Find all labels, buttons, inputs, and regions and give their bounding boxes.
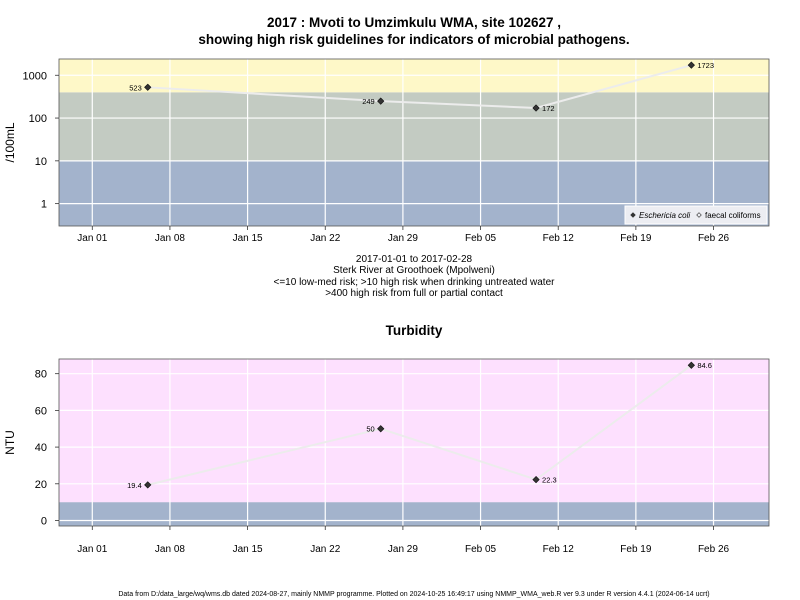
x-tick-label: Jan 29 — [388, 544, 418, 555]
caption-line-contact-risk: >400 high risk from full or partial cont… — [325, 288, 503, 299]
data-label: 1723 — [697, 61, 714, 70]
y-tick-label: 0 — [41, 515, 47, 527]
x-tick-label: Feb 05 — [465, 233, 497, 244]
plot-frame — [58, 358, 770, 527]
data-point — [377, 425, 385, 433]
x-tick-label: Jan 01 — [77, 544, 107, 555]
x-tick-label: Jan 08 — [155, 233, 185, 244]
data-label: 50 — [366, 425, 374, 434]
y-tick-label: 100 — [29, 113, 47, 125]
y-tick-label: 40 — [35, 442, 47, 454]
x-tick-label: Jan 15 — [233, 544, 263, 555]
risk-band-1 — [59, 92, 769, 161]
y-axis-label: /100mL — [3, 122, 17, 162]
turbidity-chart-title: Turbidity — [386, 323, 443, 338]
data-label: 523 — [129, 83, 142, 92]
y-axis-label: NTU — [3, 430, 17, 455]
x-tick-label: Feb 26 — [698, 544, 730, 555]
legend-marker — [696, 212, 702, 218]
data-label: 84.6 — [697, 361, 712, 370]
chart-caption: 2017-01-01 to 2017-02-28 Sterk River at … — [274, 254, 556, 299]
data-label: 172 — [542, 104, 555, 113]
legend-box — [624, 205, 768, 225]
data-point — [687, 61, 695, 69]
series-line — [147, 364, 692, 486]
legend-marker — [630, 212, 636, 218]
data-label: 249 — [362, 97, 375, 106]
data-point — [144, 481, 152, 489]
caption-line-drinking-risk: <=10 low-med risk; >10 high risk when dr… — [274, 277, 556, 288]
x-tick-label: Jan 08 — [155, 544, 185, 555]
y-tick-label: 80 — [35, 369, 47, 381]
x-tick-label: Feb 12 — [543, 544, 575, 555]
y-tick-label: 60 — [35, 405, 47, 417]
x-tick-label: Jan 15 — [233, 233, 263, 244]
data-point — [687, 361, 695, 369]
data-point — [532, 475, 540, 484]
data-point — [377, 97, 385, 105]
y-tick-label: 10 — [35, 156, 47, 168]
x-tick-label: Jan 22 — [310, 544, 340, 555]
figure-title-line1: 2017 : Mvoti to Umzimkulu WMA, site 1026… — [267, 15, 561, 30]
y-tick-label: 1000 — [23, 70, 47, 82]
x-tick-label: Feb 05 — [465, 544, 497, 555]
legend-label: faecal coliforms — [705, 211, 761, 220]
y-tick-label: 20 — [35, 479, 47, 491]
x-tick-label: Feb 19 — [620, 544, 652, 555]
data-point — [144, 83, 152, 91]
x-tick-label: Jan 22 — [310, 233, 340, 244]
caption-line-site: Sterk River at Groothoek (Mpolweni) — [333, 265, 495, 276]
legend: Eschericia coli faecal coliforms — [624, 205, 768, 225]
plot-frame — [58, 58, 770, 227]
x-tick-label: Jan 29 — [388, 233, 418, 244]
legend-label: Eschericia coli — [639, 211, 690, 220]
x-tick-label: Jan 01 — [77, 233, 107, 244]
data-label: 19.4 — [127, 481, 142, 490]
x-tick-label: Feb 19 — [620, 233, 652, 244]
chart-microbial: 1 10 100 1000 Jan 01 Jan 08 Jan 15 Jan 22 Jan 29… — [3, 58, 770, 244]
footer-note: Data from D:/data_large/wq/wms.db dated … — [118, 591, 709, 598]
data-label: 22.3 — [542, 476, 557, 485]
caption-line-date-range: 2017-01-01 to 2017-02-28 — [356, 254, 473, 265]
x-tick-label: Feb 12 — [543, 233, 575, 244]
chart-turbidity: 0 20 40 60 80 Jan 01 Jan 08 Jan 15 Jan 22 Jan 29 F… — [3, 358, 770, 555]
x-tick-label: Feb 26 — [698, 233, 730, 244]
y-tick-label: 1 — [41, 199, 47, 211]
figure-title-line2: showing high risk guidelines for indicat… — [198, 32, 629, 47]
data-point — [532, 104, 540, 112]
risk-band-0 — [59, 502, 769, 526]
series-line — [147, 64, 692, 109]
